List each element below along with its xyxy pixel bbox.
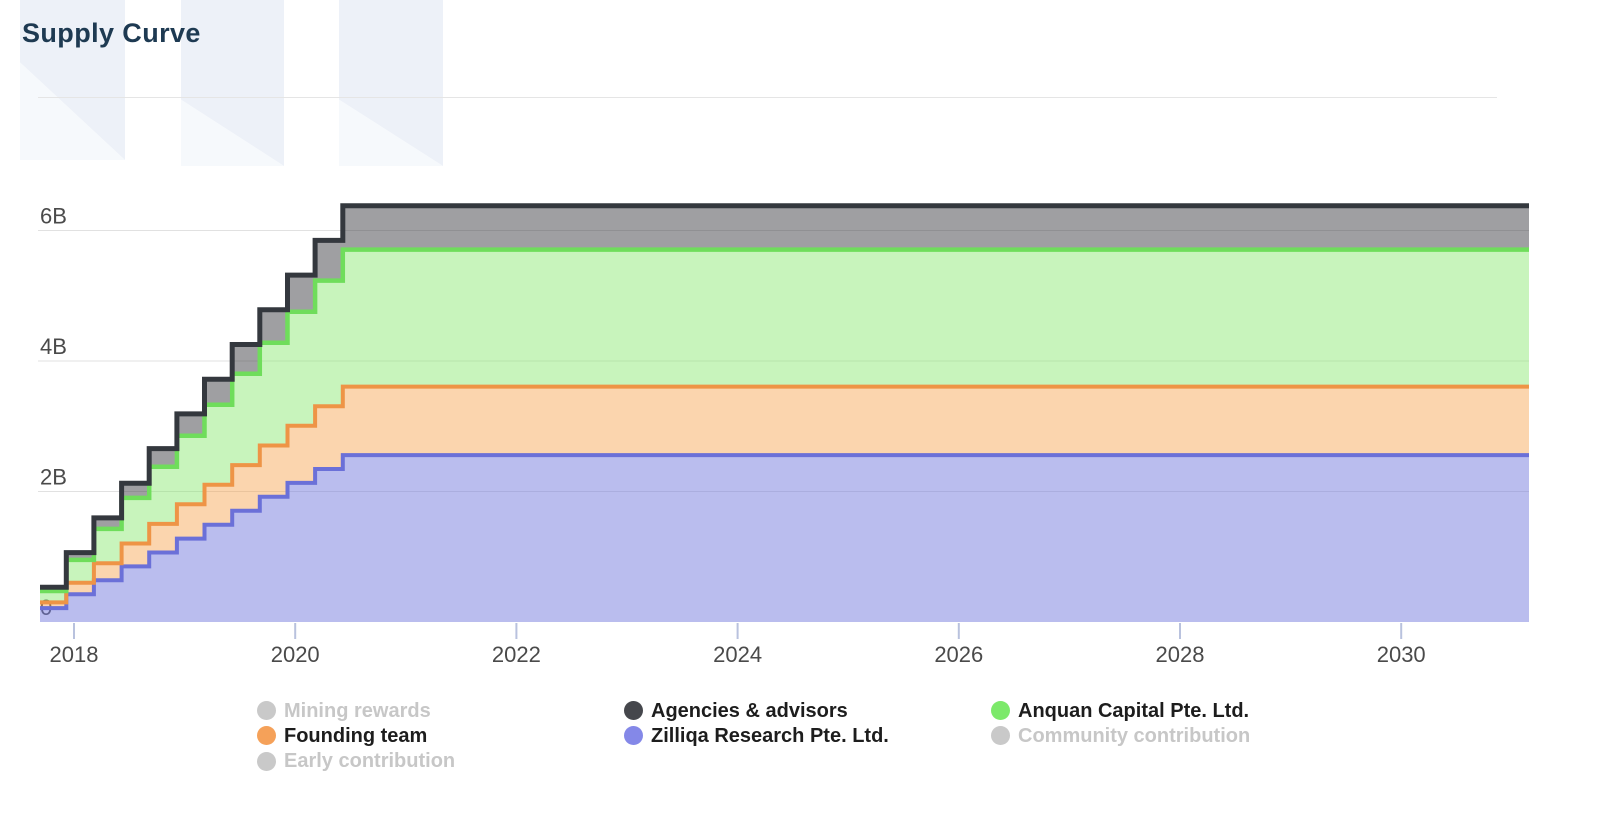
y-axis-label: 6B [40,204,67,229]
legend-swatch-early-contribution [257,751,276,771]
legend-label: Community contribution [1018,724,1251,747]
legend-swatch-agencies-advisors [624,701,643,721]
legend-label: Anquan Capital Pte. Ltd. [1018,699,1250,722]
legend-column: Anquan Capital Pte. Ltd. Community contri… [991,698,1250,749]
x-axis-label: 2028 [1156,642,1205,667]
legend-label: Early contribution [284,750,456,773]
legend-item-zilliqa-research[interactable]: Zilliqa Research Pte. Ltd. [624,723,889,748]
legend-swatch-community-contribution [991,726,1010,746]
y-axis-label: 4B [40,334,67,359]
x-axis-label: 2030 [1377,642,1426,667]
legend-column: Agencies & advisors Zilliqa Research Pte.… [624,698,889,749]
legend-item-mining-rewards[interactable]: Mining rewards [257,698,455,723]
legend-item-agencies-advisors[interactable]: Agencies & advisors [624,698,889,723]
chart-legend: Mining rewards Founding team Early contrib… [0,698,1600,778]
legend-label: Zilliqa Research Pte. Ltd. [651,724,889,747]
line-agencies-advisors [40,203,1529,590]
legend-column: Mining rewards Founding team Early contrib… [257,698,455,774]
x-axis-label: 2026 [934,642,983,667]
legend-item-anquan-capital[interactable]: Anquan Capital Pte. Ltd. [991,698,1250,723]
area-anquan-capital-pte-ltd-[interactable] [40,249,1529,603]
area-agencies-advisors[interactable] [40,205,1529,591]
x-axis-label: 2018 [50,642,99,667]
legend-swatch-anquan-capital [991,701,1010,721]
line-founding-team [40,384,1529,605]
legend-item-community-contribution[interactable]: Community contribution [991,723,1250,748]
area-founding-team[interactable] [40,386,1529,609]
x-axis-label: 2022 [492,642,541,667]
legend-swatch-mining-rewards [257,701,276,721]
x-axis-label: 2020 [271,642,320,667]
legend-label: Founding team [284,724,428,747]
legend-label: Agencies & advisors [651,699,848,722]
page-title: Supply Curve [22,18,201,48]
legend-label: Mining rewards [284,699,431,722]
legend-swatch-founding-team [257,726,276,746]
legend-item-founding-team[interactable]: Founding team [257,723,455,748]
legend-swatch-zilliqa-research [624,726,643,746]
title-divider [38,97,1497,98]
y-axis-label: 2B [40,465,67,490]
x-axis-label: 2024 [713,642,762,667]
legend-item-early-contribution[interactable]: Early contribution [257,749,455,774]
area-zilliqa-research-pte-ltd-[interactable] [40,455,1529,622]
